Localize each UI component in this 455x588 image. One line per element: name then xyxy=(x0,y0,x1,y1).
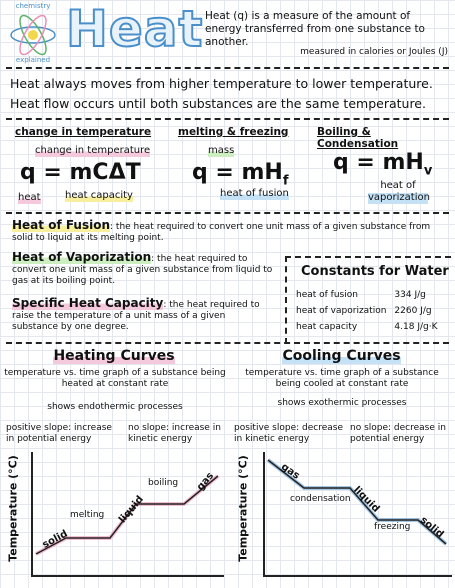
formula: q = mHv xyxy=(333,150,432,178)
formula-label: heat of vaporization xyxy=(368,180,430,204)
units: measured in calories or Joules (J) xyxy=(300,47,448,57)
formula-heading: change in temperature xyxy=(15,126,152,138)
cell: 4.18 J/g·K xyxy=(394,322,438,332)
y-label: Temperature (°C) xyxy=(236,455,250,562)
formula: q = mCΔT xyxy=(20,160,141,185)
cell: heat of fusion xyxy=(296,290,358,300)
curve-title-text: Cooling Curves xyxy=(282,348,401,364)
cell: heat capacity xyxy=(296,322,358,332)
phase: freezing xyxy=(374,522,411,532)
term: Heat of Vaporization xyxy=(12,250,152,264)
slope-note: positive slope: decrease in kinetic ener… xyxy=(234,423,343,444)
term-text: : the heat required to convert one unit … xyxy=(12,222,431,243)
logo-atom xyxy=(10,14,56,56)
title: Heat xyxy=(65,0,204,59)
row: heat of vaporization 2260 J/g xyxy=(295,305,438,317)
divider xyxy=(6,342,449,344)
logo-top: chemistry xyxy=(15,2,51,10)
divider xyxy=(6,212,449,214)
phase: condensation xyxy=(290,494,351,504)
phase: melting xyxy=(70,510,105,520)
constants-table: heat of fusion 334 J/g heat of vaporizati… xyxy=(289,285,444,337)
divider xyxy=(6,118,449,120)
definition-item: Heat of Vaporization: the heat required … xyxy=(12,250,274,287)
cell: 2260 J/g xyxy=(394,306,432,316)
curve-title: Cooling Curves xyxy=(228,348,455,364)
formula-label: mass xyxy=(208,145,235,157)
curve-title: Heating Curves xyxy=(0,348,228,364)
slope-note: positive slope: increase in potential en… xyxy=(6,423,112,444)
logo-bottom: explained xyxy=(15,56,51,64)
curve xyxy=(35,475,219,555)
axes xyxy=(263,452,452,577)
row: heat of fusion 334 J/g xyxy=(295,289,438,301)
intro-line: Heat flow occurs until both substances a… xyxy=(10,96,426,111)
curve-description: temperature vs. time graph of a substanc… xyxy=(245,368,439,389)
cell: heat of vaporization xyxy=(296,306,387,316)
intro-line: Heat always moves from higher temperatur… xyxy=(10,76,433,91)
definition-item: Heat of Fusion: the heat required to con… xyxy=(12,218,442,244)
formula-subscript: v xyxy=(423,163,433,179)
curve xyxy=(267,459,447,545)
constants-title: Constants for Water xyxy=(301,264,449,279)
formula-label: heat capacity xyxy=(65,190,133,202)
row: heat capacity 4.18 J/g·K xyxy=(295,321,438,333)
term: Heat of Fusion xyxy=(12,218,111,232)
term-text: : the heat required to convert one unit … xyxy=(12,254,273,286)
formula-text: q = mH xyxy=(333,150,424,175)
formula-subscript: f xyxy=(282,173,289,189)
formula-heading: melting & freezing xyxy=(178,126,289,138)
heating-graph xyxy=(31,452,224,577)
curve-description: temperature vs. time graph of a substanc… xyxy=(4,368,226,389)
divider xyxy=(6,67,449,69)
definition: Heat (q) is a measure of the amount of e… xyxy=(205,10,425,48)
formula: q = mHf xyxy=(192,160,289,188)
slope-note: no slope: increase in kinetic energy xyxy=(128,423,221,444)
axes xyxy=(31,452,224,577)
formula-text: q = mH xyxy=(192,160,283,185)
curve-process: shows endothermic processes xyxy=(47,402,183,412)
slope-note: no slope: decrease in potential energy xyxy=(350,423,446,444)
cooling-graph xyxy=(263,452,452,577)
formula-heading: Boiling & Condensation xyxy=(317,126,399,150)
term: Specific Heat Capacity xyxy=(12,296,164,310)
curve-title-text: Heating Curves xyxy=(53,348,175,364)
formula-label: heat xyxy=(18,192,41,204)
formula-label: heat of fusion xyxy=(220,188,289,200)
constants-box: Constants for Water heat of fusion 334 J/… xyxy=(285,256,451,344)
phase: boiling xyxy=(148,478,179,488)
cell: 334 J/g xyxy=(394,290,426,300)
formula-label: change in temperature xyxy=(35,145,151,157)
term-text: : the heat required to raise the tempera… xyxy=(12,300,260,332)
curve-process: shows exothermic processes xyxy=(277,398,407,408)
y-label: Temperature (°C) xyxy=(6,455,20,562)
definition-item: Specific Heat Capacity: the heat require… xyxy=(12,296,274,333)
